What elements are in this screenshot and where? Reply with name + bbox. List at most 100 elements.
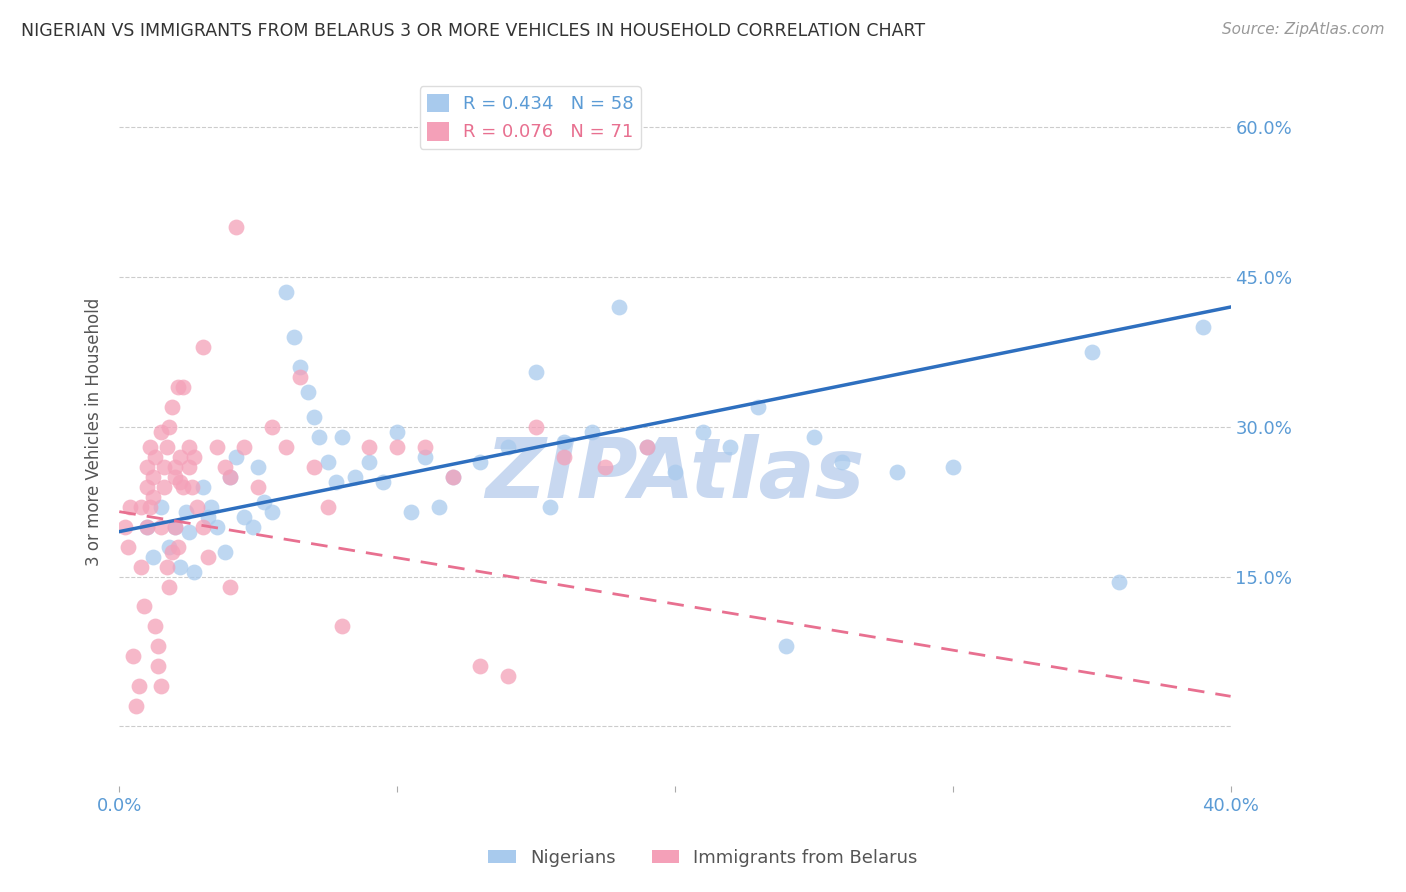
Y-axis label: 3 or more Vehicles in Household: 3 or more Vehicles in Household [86, 298, 103, 566]
Point [359, 440, 381, 454]
Point [538, 500, 561, 514]
Point [496, 440, 519, 454]
Point [470, 659, 492, 673]
Point [145, 450, 167, 464]
Point [308, 430, 330, 444]
Point [142, 549, 165, 564]
Point [142, 490, 165, 504]
Legend: R = 0.434   N = 58, R = 0.076   N = 71: R = 0.434 N = 58, R = 0.076 N = 71 [420, 87, 641, 149]
Point [441, 469, 464, 483]
Point [200, 500, 222, 514]
Point [145, 619, 167, 633]
Point [128, 679, 150, 693]
Legend: Nigerians, Immigrants from Belarus: Nigerians, Immigrants from Belarus [481, 842, 925, 874]
Point [262, 505, 284, 519]
Point [636, 440, 658, 454]
Point [136, 519, 159, 533]
Point [302, 409, 325, 424]
Point [233, 440, 256, 454]
Point [186, 500, 208, 514]
Point [470, 455, 492, 469]
Point [288, 359, 311, 374]
Point [191, 340, 214, 354]
Point [1108, 574, 1130, 589]
Point [197, 549, 219, 564]
Point [139, 500, 162, 514]
Point [385, 440, 408, 454]
Point [219, 580, 242, 594]
Point [316, 500, 339, 514]
Point [524, 365, 547, 379]
Point [120, 500, 142, 514]
Point [180, 480, 202, 494]
Text: NIGERIAN VS IMMIGRANTS FROM BELARUS 3 OR MORE VEHICLES IN HOUSEHOLD CORRELATION : NIGERIAN VS IMMIGRANTS FROM BELARUS 3 OR… [21, 22, 925, 40]
Point [373, 475, 395, 489]
Point [692, 425, 714, 439]
Point [283, 330, 305, 344]
Point [496, 669, 519, 683]
Point [441, 469, 464, 483]
Point [316, 455, 339, 469]
Point [1191, 320, 1213, 334]
Point [169, 450, 191, 464]
Point [581, 425, 603, 439]
Point [149, 500, 172, 514]
Point [191, 480, 214, 494]
Point [131, 559, 153, 574]
Point [330, 430, 353, 444]
Point [146, 640, 169, 654]
Point [427, 500, 450, 514]
Point [160, 400, 183, 414]
Point [242, 519, 264, 533]
Point [155, 440, 177, 454]
Point [152, 480, 174, 494]
Point [413, 440, 436, 454]
Point [664, 465, 686, 479]
Point [172, 480, 194, 494]
Point [636, 440, 658, 454]
Point [225, 450, 247, 464]
Point [114, 519, 136, 533]
Point [219, 469, 242, 483]
Point [344, 469, 367, 483]
Point [125, 699, 148, 714]
Point [553, 450, 575, 464]
Point [297, 384, 319, 399]
Point [157, 580, 180, 594]
Point [553, 434, 575, 449]
Point [149, 679, 172, 693]
Point [595, 459, 617, 474]
Point [247, 480, 270, 494]
Point [775, 640, 797, 654]
Point [330, 619, 353, 633]
Point [166, 540, 188, 554]
Point [166, 380, 188, 394]
Point [214, 544, 236, 558]
Point [191, 519, 214, 533]
Point [747, 400, 769, 414]
Point [205, 519, 228, 533]
Point [288, 370, 311, 384]
Point [155, 559, 177, 574]
Point [163, 519, 186, 533]
Point [157, 540, 180, 554]
Point [831, 455, 853, 469]
Point [174, 505, 197, 519]
Point [274, 440, 297, 454]
Point [183, 565, 205, 579]
Point [1080, 345, 1102, 359]
Point [886, 465, 908, 479]
Point [524, 419, 547, 434]
Point [142, 469, 165, 483]
Point [136, 519, 159, 533]
Point [139, 440, 162, 454]
Point [214, 459, 236, 474]
Point [359, 455, 381, 469]
Point [233, 509, 256, 524]
Point [163, 459, 186, 474]
Point [325, 475, 347, 489]
Point [163, 469, 186, 483]
Point [152, 459, 174, 474]
Point [134, 599, 156, 614]
Point [160, 544, 183, 558]
